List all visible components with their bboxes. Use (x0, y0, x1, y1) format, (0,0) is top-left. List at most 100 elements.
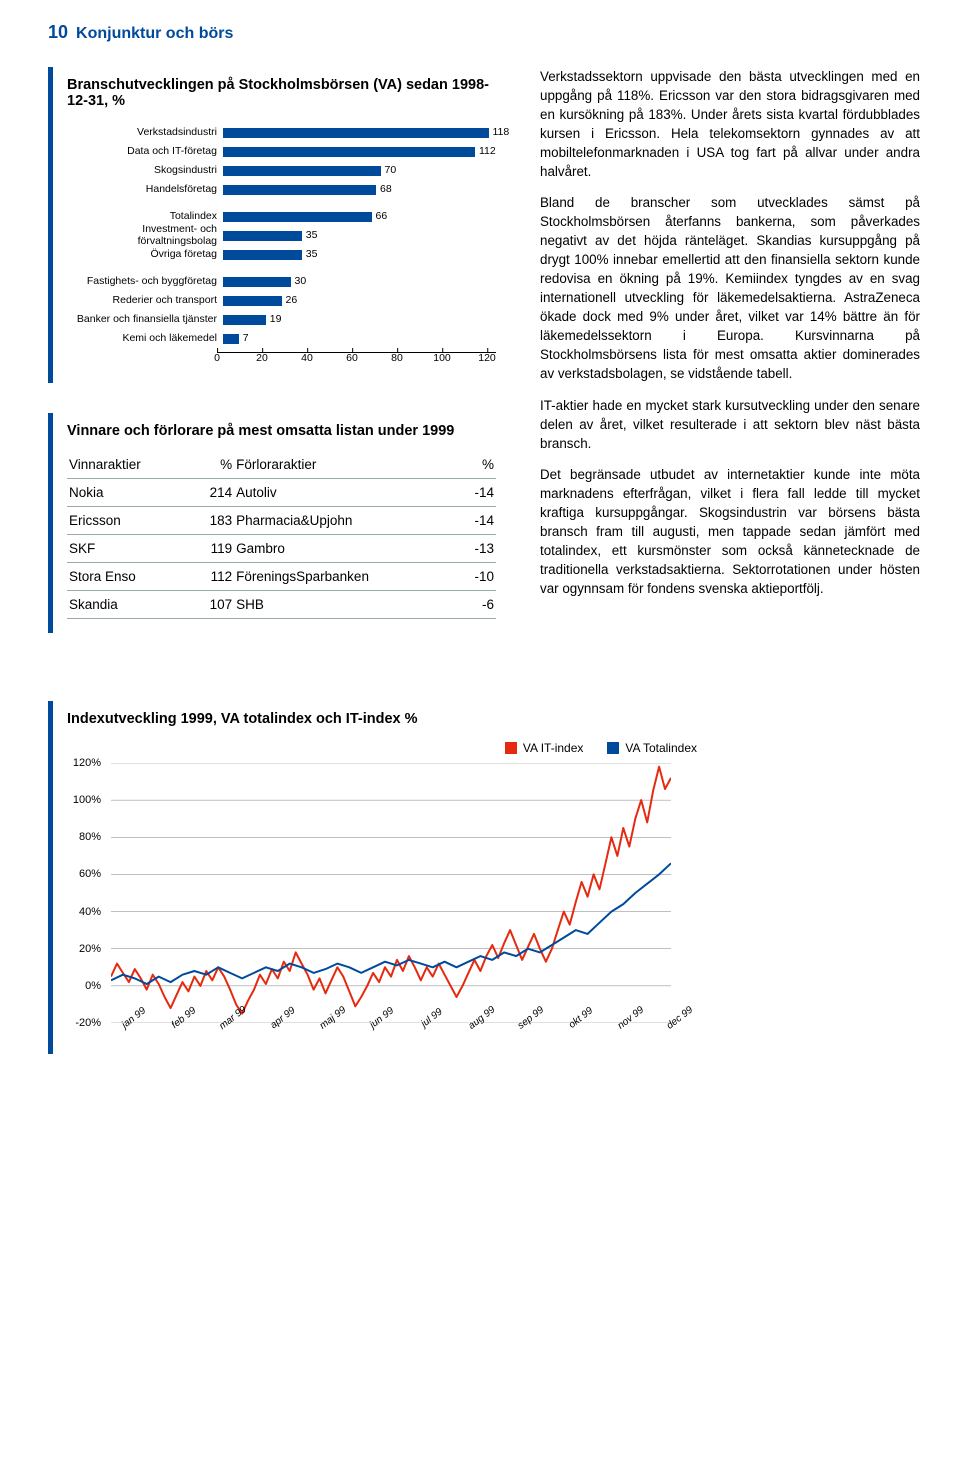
body-text: Verkstadssektorn uppvisade den bästa utv… (540, 67, 920, 663)
legend-swatch (505, 742, 517, 754)
bar-fill (223, 250, 302, 260)
bar-label: Banker och finansiella tjänster (67, 314, 223, 325)
table-row: Nokia214Autoliv-14 (67, 479, 496, 507)
table-row: Stora Enso112FöreningsSparbanken-10 (67, 563, 496, 591)
table-cell: -13 (458, 535, 496, 563)
x-axis-labels: jan 99feb 99mar 99apr 99maj 99jun 99jul … (111, 1029, 707, 1040)
line-series (111, 767, 671, 1014)
bar-row: Data och IT-företag 112 (67, 142, 496, 161)
table-cell: Skandia (67, 591, 191, 619)
bar-row: Banker och finansiella tjänster 19 (67, 310, 496, 329)
bar-chart-panel: Branschutvecklingen på Stockholmsbörsen … (48, 67, 506, 383)
bar-value: 30 (295, 275, 307, 287)
bar-value: 68 (380, 183, 392, 195)
bar-row: Totalindex 66 (67, 207, 496, 226)
y-tick-label: 80% (79, 831, 101, 843)
line-chart-legend: VA IT-index VA Totalindex (67, 741, 707, 755)
bar-row: Verkstadsindustri118 (67, 123, 496, 142)
winners-losers-title: Vinnare och förlorare på mest omsatta li… (67, 423, 496, 439)
table-header: % (458, 453, 496, 479)
x-tick: 120 (478, 352, 496, 364)
bar-fill (223, 296, 282, 306)
bar-value: 70 (385, 164, 397, 176)
legend-item: VA Totalindex (607, 741, 697, 755)
bar-label: Verkstadsindustri (67, 127, 223, 138)
bar-value: 112 (479, 145, 496, 157)
table-header: Förloraraktier (234, 453, 457, 479)
bar-fill (223, 185, 376, 195)
bar-row: Övriga företag 35 (67, 245, 496, 264)
table-cell: Nokia (67, 479, 191, 507)
x-tick: 80 (391, 352, 403, 364)
winners-losers-panel: Vinnare och förlorare på mest omsatta li… (48, 413, 506, 633)
bar-label: Investment- och förvaltningsbolag (67, 224, 223, 246)
table-cell: Ericsson (67, 507, 191, 535)
table-cell: -14 (458, 507, 496, 535)
bar-label: Rederier och transport (67, 295, 223, 306)
bar-row: Rederier och transport26 (67, 291, 496, 310)
bar-row: Skogsindustri 70 (67, 161, 496, 180)
x-tick: 60 (346, 352, 358, 364)
bar-fill (223, 334, 239, 344)
table-cell: Stora Enso (67, 563, 191, 591)
legend-swatch (607, 742, 619, 754)
bar-fill (223, 231, 302, 241)
bar-row: Kemi och läkemedel7 (67, 329, 496, 348)
table-cell: FöreningsSparbanken (234, 563, 457, 591)
table-cell: SHB (234, 591, 457, 619)
winners-losers-table: Vinnaraktier%Förloraraktier% Nokia214Aut… (67, 453, 496, 619)
table-header: Vinnaraktier (67, 453, 191, 479)
table-cell: 183 (191, 507, 234, 535)
bar-chart-title: Branschutvecklingen på Stockholmsbörsen … (67, 77, 496, 109)
bar-label: Data och IT-företag (67, 146, 223, 157)
bar-row: Handelsföretag 68 (67, 180, 496, 199)
bar-value: 7 (243, 332, 249, 344)
bar-fill (223, 147, 475, 157)
y-tick-label: 0% (85, 980, 101, 992)
x-tick: 40 (301, 352, 313, 364)
bar-label: Skogsindustri (67, 165, 223, 176)
bar-value: 35 (306, 248, 318, 260)
table-cell: Gambro (234, 535, 457, 563)
y-tick-label: 100% (73, 794, 101, 806)
x-tick: 0 (214, 352, 220, 364)
bar-fill (223, 128, 489, 138)
table-cell: 107 (191, 591, 234, 619)
y-axis-labels: 120%100%80%60%40%20%0%-20% (65, 763, 105, 1023)
y-tick-label: 120% (73, 757, 101, 769)
page-number: 10 (48, 22, 68, 43)
table-row: Ericsson183Pharmacia&Upjohn-14 (67, 507, 496, 535)
paragraph: Verkstadssektorn uppvisade den bästa utv… (540, 67, 920, 181)
legend-label: VA Totalindex (625, 741, 697, 755)
line-series (111, 863, 671, 984)
bar-label: Totalindex (67, 211, 223, 222)
line-chart-title: Indexutveckling 1999, VA totalindex och … (67, 711, 707, 727)
bar-value: 66 (376, 210, 388, 222)
bar-fill (223, 315, 266, 325)
table-row: SKF119Gambro-13 (67, 535, 496, 563)
table-cell: -10 (458, 563, 496, 591)
line-chart (111, 763, 671, 1023)
bar-value: 19 (270, 313, 282, 325)
paragraph: IT-aktier hade en mycket stark kursutvec… (540, 396, 920, 453)
table-cell: 214 (191, 479, 234, 507)
table-cell: SKF (67, 535, 191, 563)
bar-value: 35 (306, 229, 318, 241)
y-tick-label: 20% (79, 943, 101, 955)
x-tick: 20 (256, 352, 268, 364)
table-cell: Pharmacia&Upjohn (234, 507, 457, 535)
table-cell: Autoliv (234, 479, 457, 507)
table-header: % (191, 453, 234, 479)
bar-row: Investment- och förvaltningsbolag 35 (67, 226, 496, 245)
table-cell: 112 (191, 563, 234, 591)
bar-label: Fastighets- och byggföretag (67, 276, 223, 287)
bar-label: Övriga företag (67, 249, 223, 260)
bar-fill (223, 212, 372, 222)
bar-chart: Verkstadsindustri118 Data och IT-företag 1… (67, 123, 496, 369)
y-tick-label: 60% (79, 868, 101, 880)
table-cell: -14 (458, 479, 496, 507)
table-row: Skandia107SHB-6 (67, 591, 496, 619)
bar-label: Handelsföretag (67, 184, 223, 195)
section-title: Konjunktur och börs (76, 25, 233, 43)
legend-label: VA IT-index (523, 741, 583, 755)
